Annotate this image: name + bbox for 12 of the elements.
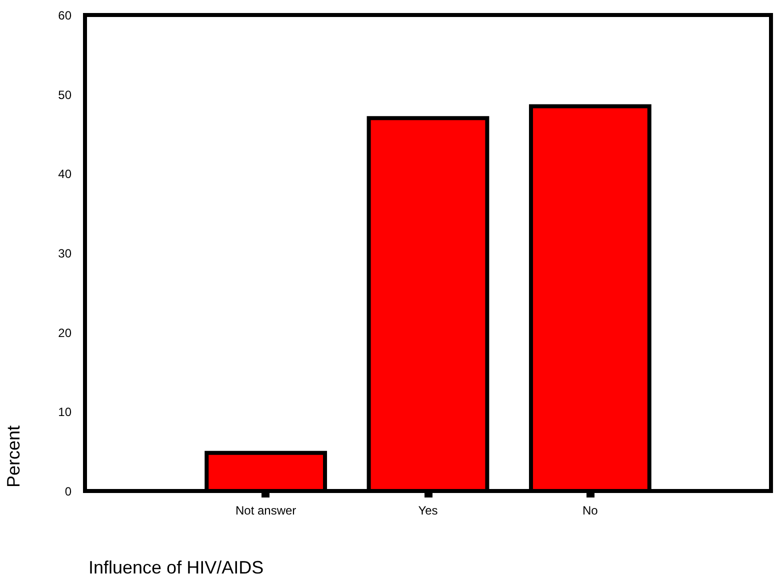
x-tick-label: Yes [418, 504, 438, 518]
y-tick-label: 40 [58, 167, 72, 182]
y-tick-label: 10 [58, 405, 72, 420]
y-tick-label: 20 [58, 326, 72, 340]
x-tick-label: Not answer [235, 504, 296, 518]
y-tick-label: 50 [58, 88, 72, 102]
x-tick-label: No [582, 504, 598, 518]
x-axis-title: Influence of HIV/AIDS [88, 558, 264, 578]
y-axis-title: Percent [4, 425, 24, 488]
y-tick-label: 30 [58, 246, 72, 260]
y-tick-label: 0 [64, 484, 72, 498]
y-tick-label: 60 [58, 8, 72, 22]
